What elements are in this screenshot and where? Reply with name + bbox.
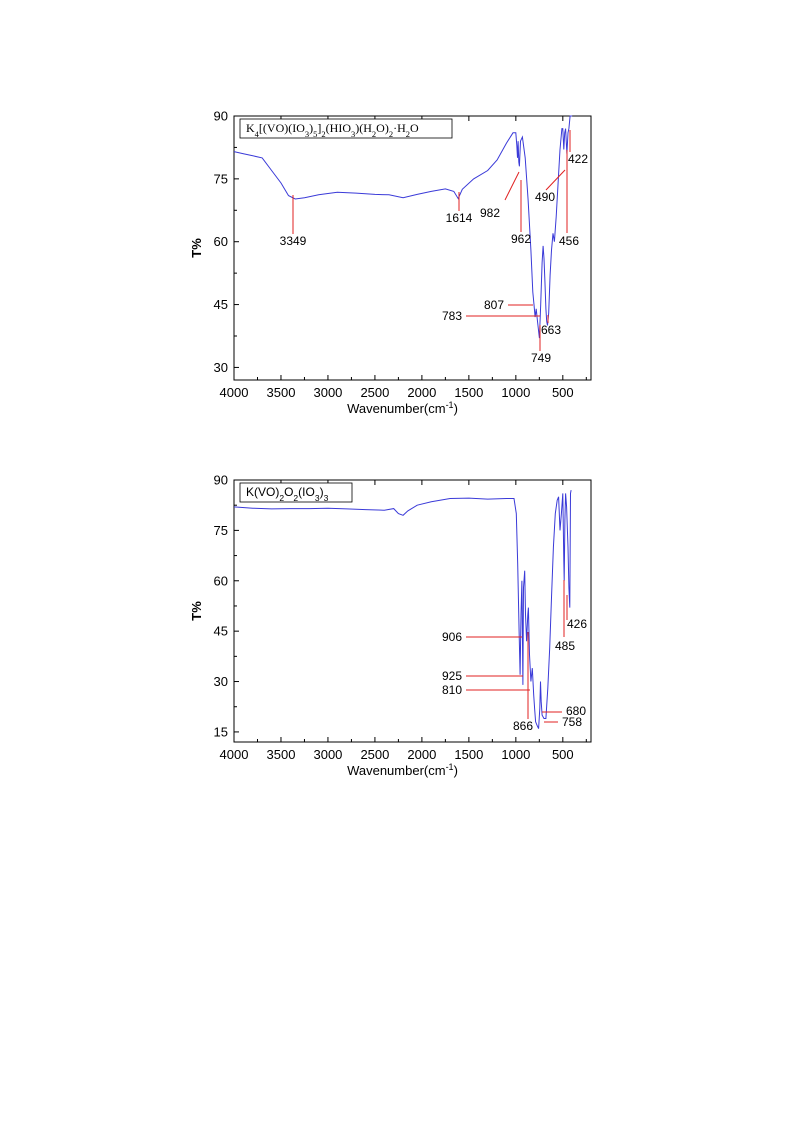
legend: K(VO)2O2(IO3)3 [239, 482, 353, 503]
y-tick-label: 60 [214, 573, 228, 588]
plot-frame [233, 479, 592, 743]
peak-leader-line [545, 169, 566, 191]
y-axis-title: T% [189, 601, 204, 621]
plot-frame [233, 115, 592, 381]
legend: K4[(VO)(IO3)5]2(HIO3)(H2O)2·H2O [239, 118, 453, 139]
y-tick-label: 30 [214, 674, 228, 689]
peak-label: 810 [442, 683, 462, 697]
x-tick-label: 4000 [220, 385, 249, 400]
peak-label: 485 [555, 639, 575, 653]
peak-label: 3349 [280, 234, 307, 248]
x-tick-label: 1000 [501, 747, 530, 762]
x-tick-label: 4000 [220, 747, 249, 762]
peak-label: 925 [442, 669, 462, 683]
peak-label: 422 [568, 152, 588, 166]
peak-label: 962 [511, 232, 531, 246]
legend-label: K(VO)2O2(IO3)3 [246, 485, 329, 503]
y-tick-label: 90 [214, 473, 228, 488]
peak-label: 426 [567, 617, 587, 631]
x-tick-label: 1000 [501, 385, 530, 400]
peak-label: 982 [480, 206, 500, 220]
y-tick-label: 75 [214, 171, 228, 186]
x-axis-title: Wavenumber(cm-1) [347, 400, 458, 416]
y-tick-label: 90 [214, 109, 228, 124]
y-tick-label: 45 [214, 297, 228, 312]
peak-label: 1614 [446, 211, 473, 225]
legend-label: K4[(VO)(IO3)5]2(HIO3)(H2O)2·H2O [246, 121, 419, 139]
x-tick-label: 3500 [267, 747, 296, 762]
y-tick-label: 45 [214, 624, 228, 639]
peak-leader-line [504, 171, 520, 201]
peak-label: 807 [484, 298, 504, 312]
legend-box [239, 482, 353, 503]
x-tick-label: 500 [552, 385, 574, 400]
x-tick-label: 3000 [313, 747, 342, 762]
ir-spectrum-chart-1: 4000 3500 3000 2500 2000 1500 1000 500 30 45 60 75 9… [189, 109, 592, 416]
x-tick-label: 3000 [313, 385, 342, 400]
x-tick-label: 500 [552, 747, 574, 762]
peak-label: 490 [535, 190, 555, 204]
peak-label: 866 [513, 719, 533, 733]
spectrum-line [233, 490, 572, 729]
ir-spectrum-chart-2: 4000 3500 3000 2500 2000 1500 1000 500 15 30 45 60 7… [189, 473, 592, 778]
peak-label: 758 [562, 715, 582, 729]
peak-label: 906 [442, 630, 462, 644]
x-tick-label: 1500 [454, 385, 483, 400]
peak-label: 663 [541, 323, 561, 337]
x-tick-label: 3500 [267, 385, 296, 400]
peak-label: 456 [559, 234, 579, 248]
x-axis-title: Wavenumber(cm-1) [347, 762, 458, 778]
x-tick-label: 2000 [407, 747, 436, 762]
peak-label: 749 [531, 351, 551, 365]
x-tick-label: 2000 [407, 385, 436, 400]
y-axis-title: T% [189, 238, 204, 258]
legend-box [239, 118, 453, 139]
x-tick-label: 1500 [454, 747, 483, 762]
x-tick-label: 2500 [360, 747, 389, 762]
x-tick-label: 2500 [360, 385, 389, 400]
y-tick-label: 60 [214, 234, 228, 249]
peak-label: 783 [442, 309, 462, 323]
y-tick-label: 15 [214, 724, 228, 739]
y-tick-label: 75 [214, 523, 228, 538]
y-tick-label: 30 [214, 360, 228, 375]
spectrum-line [233, 115, 573, 339]
peak-label: 680 [566, 704, 586, 718]
